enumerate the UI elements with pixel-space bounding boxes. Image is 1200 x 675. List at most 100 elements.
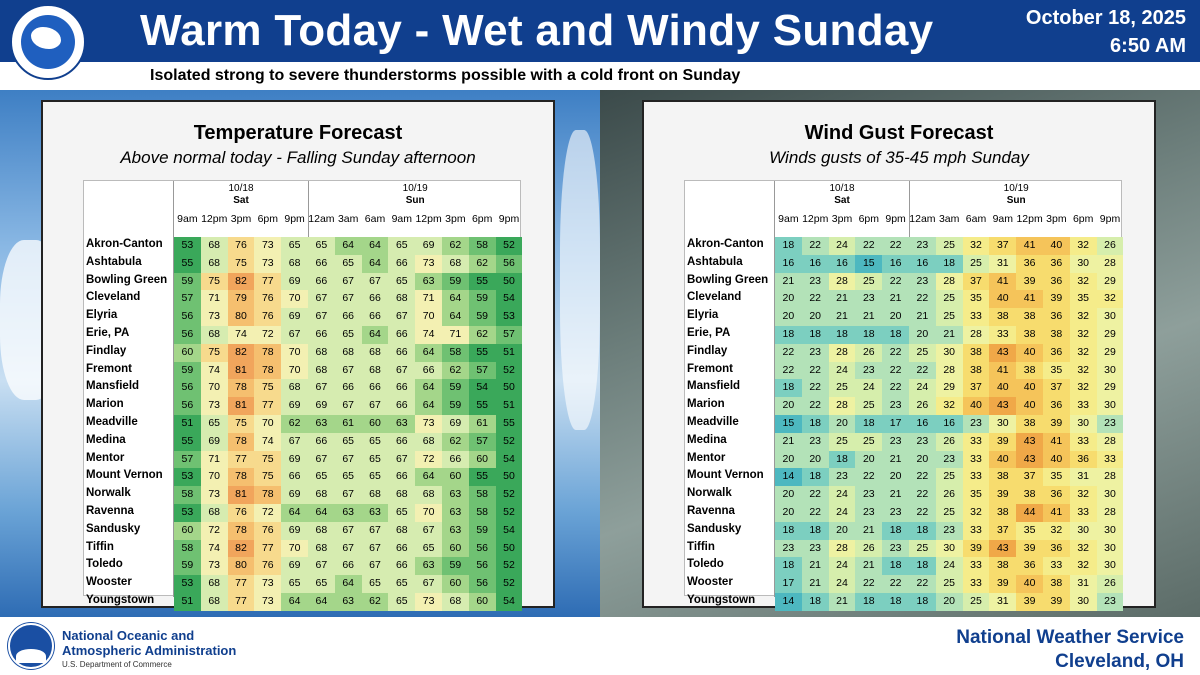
city-label: Akron-Canton bbox=[86, 238, 163, 250]
value-cell: 43 bbox=[1016, 450, 1043, 469]
value-cell: 38 bbox=[989, 468, 1017, 487]
value-cell: 28 bbox=[828, 272, 856, 291]
value-cell: 32 bbox=[1069, 308, 1097, 326]
value-cell: 56 bbox=[174, 326, 201, 344]
time-header: 9am bbox=[992, 213, 1013, 225]
value-cell: 82 bbox=[227, 539, 255, 558]
value-cell: 14 bbox=[775, 593, 802, 611]
value-cell: 31 bbox=[989, 254, 1017, 273]
temperature-title: Temperature Forecast bbox=[193, 122, 403, 144]
value-cell: 55 bbox=[174, 432, 201, 451]
value-cell: 64 bbox=[415, 468, 442, 487]
value-cell: 22 bbox=[855, 237, 883, 255]
value-cell: 21 bbox=[828, 308, 856, 326]
value-cell: 35 bbox=[1043, 468, 1070, 487]
value-cell: 68 bbox=[361, 343, 389, 362]
value-cell: 65 bbox=[361, 575, 389, 593]
value-cell: 70 bbox=[281, 539, 308, 558]
value-cell: 32 bbox=[935, 397, 963, 415]
value-cell: 16 bbox=[909, 415, 936, 433]
value-cell: 20 bbox=[935, 593, 963, 611]
value-cell: 21 bbox=[855, 521, 883, 540]
value-cell: 55 bbox=[468, 397, 496, 415]
value-cell: 55 bbox=[174, 254, 201, 273]
value-cell: 36 bbox=[1016, 254, 1043, 273]
value-cell: 18 bbox=[882, 557, 909, 576]
city-label: Meadville bbox=[86, 416, 138, 428]
value-cell: 67 bbox=[308, 308, 335, 326]
value-cell: 21 bbox=[909, 308, 936, 326]
value-cell: 72 bbox=[415, 450, 442, 469]
time-header: 6am bbox=[965, 213, 987, 225]
value-cell: 32 bbox=[1069, 343, 1097, 362]
value-cell: 55 bbox=[495, 415, 523, 433]
value-cell: 67 bbox=[361, 539, 389, 558]
value-cell: 22 bbox=[909, 468, 936, 487]
value-cell: 66 bbox=[361, 379, 389, 398]
value-cell: 26 bbox=[1096, 575, 1124, 593]
value-cell: 56 bbox=[468, 557, 496, 576]
value-cell: 33 bbox=[1069, 397, 1097, 415]
value-cell: 65 bbox=[361, 432, 389, 451]
day1-name: Sat bbox=[233, 195, 249, 206]
value-cell: 55 bbox=[468, 468, 496, 487]
value-cell: 65 bbox=[281, 575, 308, 593]
value-cell: 37 bbox=[1043, 379, 1070, 398]
value-cell: 66 bbox=[334, 379, 362, 398]
value-cell: 73 bbox=[254, 593, 282, 611]
value-cell: 32 bbox=[1069, 557, 1097, 576]
value-cell: 18 bbox=[801, 468, 829, 487]
value-cell: 73 bbox=[200, 308, 228, 326]
value-cell: 64 bbox=[442, 308, 469, 326]
city-label: Norwalk bbox=[86, 487, 131, 500]
value-cell: 22 bbox=[801, 361, 829, 380]
value-cell: 33 bbox=[962, 468, 990, 487]
value-cell: 60 bbox=[468, 593, 496, 611]
value-cell: 38 bbox=[1016, 486, 1043, 504]
value-cell: 68 bbox=[200, 593, 228, 611]
value-cell: 28 bbox=[1096, 432, 1124, 451]
value-cell: 66 bbox=[334, 308, 362, 326]
value-cell: 30 bbox=[989, 415, 1017, 433]
value-cell: 28 bbox=[1096, 504, 1124, 522]
value-cell: 65 bbox=[308, 468, 335, 487]
time-header: 6pm bbox=[257, 213, 278, 225]
value-cell: 33 bbox=[1096, 450, 1124, 469]
value-cell: 69 bbox=[281, 272, 308, 291]
value-cell: 67 bbox=[334, 521, 362, 540]
value-cell: 23 bbox=[855, 486, 883, 504]
value-cell: 25 bbox=[962, 254, 990, 273]
value-cell: 31 bbox=[989, 593, 1017, 611]
city-label: Medina bbox=[86, 433, 126, 446]
value-cell: 16 bbox=[882, 254, 909, 273]
value-cell: 22 bbox=[775, 361, 802, 380]
value-cell: 18 bbox=[909, 593, 936, 611]
value-cell: 69 bbox=[442, 415, 469, 433]
day1-name: Sat bbox=[834, 195, 850, 206]
value-cell: 82 bbox=[227, 343, 255, 362]
value-cell: 30 bbox=[935, 343, 963, 362]
value-cell: 56 bbox=[174, 379, 201, 398]
value-cell: 68 bbox=[361, 361, 389, 380]
value-cell: 77 bbox=[227, 450, 255, 469]
value-cell: 25 bbox=[935, 308, 963, 326]
value-cell: 22 bbox=[801, 237, 829, 255]
value-cell: 73 bbox=[254, 254, 282, 273]
value-cell: 28 bbox=[1096, 468, 1124, 487]
value-cell: 68 bbox=[388, 290, 416, 309]
noaa-line2: Atmospheric Administration bbox=[62, 643, 237, 658]
value-cell: 21 bbox=[828, 593, 856, 611]
value-cell: 25 bbox=[935, 468, 963, 487]
value-cell: 38 bbox=[1016, 308, 1043, 326]
value-cell: 39 bbox=[1016, 593, 1043, 611]
value-cell: 82 bbox=[227, 272, 255, 291]
value-cell: 18 bbox=[801, 521, 829, 540]
value-cell: 56 bbox=[495, 254, 523, 273]
value-cell: 36 bbox=[1069, 450, 1097, 469]
value-cell: 73 bbox=[254, 237, 282, 255]
time-header: 12pm bbox=[201, 213, 228, 225]
value-cell: 29 bbox=[1096, 343, 1124, 362]
value-cell: 20 bbox=[855, 450, 883, 469]
value-cell: 68 bbox=[442, 254, 469, 273]
time-header: 3pm bbox=[230, 213, 252, 225]
